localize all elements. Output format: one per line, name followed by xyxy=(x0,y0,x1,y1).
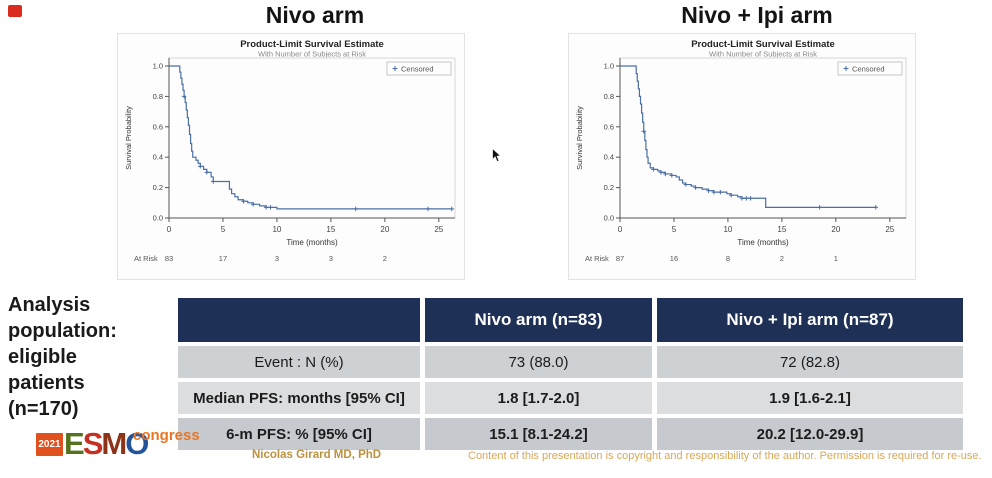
svg-text:20: 20 xyxy=(831,225,840,234)
logo-letter: S xyxy=(82,426,104,461)
mouse-cursor-icon xyxy=(492,147,502,163)
svg-text:10: 10 xyxy=(723,225,732,234)
note-line: (n=170) xyxy=(8,398,79,420)
svg-text:1.0: 1.0 xyxy=(604,62,614,71)
svg-text:Product-Limit Survival Estimat: Product-Limit Survival Estimate xyxy=(691,39,835,50)
svg-text:Survival Probability: Survival Probability xyxy=(124,106,133,170)
svg-text:0.0: 0.0 xyxy=(604,214,614,223)
svg-text:With Number of Subjects at Ris: With Number of Subjects at Risk xyxy=(258,50,366,59)
table-row-label: Event : N (%) xyxy=(178,346,420,378)
svg-text:2: 2 xyxy=(780,254,784,263)
svg-text:15: 15 xyxy=(777,225,786,234)
svg-text:0: 0 xyxy=(167,225,172,234)
table-cell-6mpfs-nivo-ipi: 20.2 [12.0-29.9] xyxy=(657,418,963,450)
right-arm-title: Nivo + Ipi arm xyxy=(681,2,833,28)
table-row-label: 6-m PFS: % [95% CI] xyxy=(178,418,420,450)
recording-indicator-icon xyxy=(8,5,22,17)
note-line: Analysis xyxy=(8,294,91,316)
svg-text:83: 83 xyxy=(165,254,173,263)
note-line: eligible xyxy=(8,346,77,368)
author-credit: Nicolas Girard MD, PhD xyxy=(252,449,382,461)
logo-congress: congress xyxy=(133,427,200,444)
svg-text:0.4: 0.4 xyxy=(153,153,163,162)
table-header-nivo-ipi: Nivo + Ipi arm (n=87) xyxy=(657,298,963,342)
svg-text:15: 15 xyxy=(326,225,335,234)
svg-text:0.6: 0.6 xyxy=(153,122,163,131)
svg-text:5: 5 xyxy=(672,225,677,234)
svg-text:2: 2 xyxy=(383,254,387,263)
table-cell-medianpfs-nivo-ipi: 1.9 [1.6-2.1] xyxy=(657,382,963,414)
logo-letter: M xyxy=(101,426,127,461)
svg-text:3: 3 xyxy=(329,254,333,263)
esmo-congress-logo: 2021 ESMO congress xyxy=(36,427,200,459)
km-chart-nivo-ipi: Product-Limit Survival Estimate With Numb… xyxy=(568,33,916,280)
svg-text:Product-Limit Survival Estimat: Product-Limit Survival Estimate xyxy=(240,39,384,50)
note-line: population: xyxy=(8,320,117,342)
svg-text:Time (months): Time (months) xyxy=(737,238,789,247)
table-cell-medianpfs-nivo: 1.8 [1.7-2.0] xyxy=(425,382,652,414)
svg-text:1: 1 xyxy=(834,254,838,263)
table-header-empty xyxy=(178,298,420,342)
svg-text:Survival Probability: Survival Probability xyxy=(575,106,584,170)
table-row-label: Median PFS: months [95% CI] xyxy=(178,382,420,414)
svg-text:Time (months): Time (months) xyxy=(286,238,338,247)
copyright-notice: Content of this presentation is copyrigh… xyxy=(468,450,982,462)
svg-text:25: 25 xyxy=(434,225,443,234)
svg-text:0.2: 0.2 xyxy=(604,183,614,192)
svg-text:16: 16 xyxy=(670,254,678,263)
logo-year: 2021 xyxy=(36,433,63,457)
table-cell-event-nivo-ipi: 72 (82.8) xyxy=(657,346,963,378)
svg-text:0.4: 0.4 xyxy=(604,153,614,162)
svg-text:0.6: 0.6 xyxy=(604,122,614,131)
svg-text:25: 25 xyxy=(885,225,894,234)
svg-text:0.8: 0.8 xyxy=(604,92,614,101)
km-chart-nivo: Product-Limit Survival Estimate With Numb… xyxy=(117,33,465,280)
svg-text:0: 0 xyxy=(618,225,623,234)
svg-text:87: 87 xyxy=(616,254,624,263)
svg-text:Censored: Censored xyxy=(401,65,434,74)
svg-text:10: 10 xyxy=(272,225,281,234)
pfs-results-table: Nivo arm (n=83) Nivo + Ipi arm (n=87) Ev… xyxy=(178,298,963,450)
logo-letter: E xyxy=(64,426,85,461)
svg-text:3: 3 xyxy=(275,254,279,263)
table-cell-event-nivo: 73 (88.0) xyxy=(425,346,652,378)
svg-text:0.2: 0.2 xyxy=(153,183,163,192)
svg-text:1.0: 1.0 xyxy=(153,62,163,71)
table-cell-6mpfs-nivo: 15.1 [8.1-24.2] xyxy=(425,418,652,450)
svg-text:Censored: Censored xyxy=(852,65,885,74)
svg-text:At Risk: At Risk xyxy=(134,254,158,263)
logo-letter: O xyxy=(125,426,149,461)
left-arm-title: Nivo arm xyxy=(265,2,365,28)
svg-text:8: 8 xyxy=(726,254,730,263)
svg-text:5: 5 xyxy=(221,225,226,234)
analysis-population-note: Analysis population: eligible patients (… xyxy=(8,292,117,422)
svg-text:0.0: 0.0 xyxy=(153,214,163,223)
logo-brand: ESMO xyxy=(64,428,149,459)
svg-text:With Number of Subjects at Ris: With Number of Subjects at Risk xyxy=(709,50,817,59)
svg-text:0.8: 0.8 xyxy=(153,92,163,101)
table-header-nivo: Nivo arm (n=83) xyxy=(425,298,652,342)
svg-text:At Risk: At Risk xyxy=(585,254,609,263)
svg-text:20: 20 xyxy=(380,225,389,234)
svg-text:17: 17 xyxy=(219,254,227,263)
note-line: patients xyxy=(8,372,85,394)
